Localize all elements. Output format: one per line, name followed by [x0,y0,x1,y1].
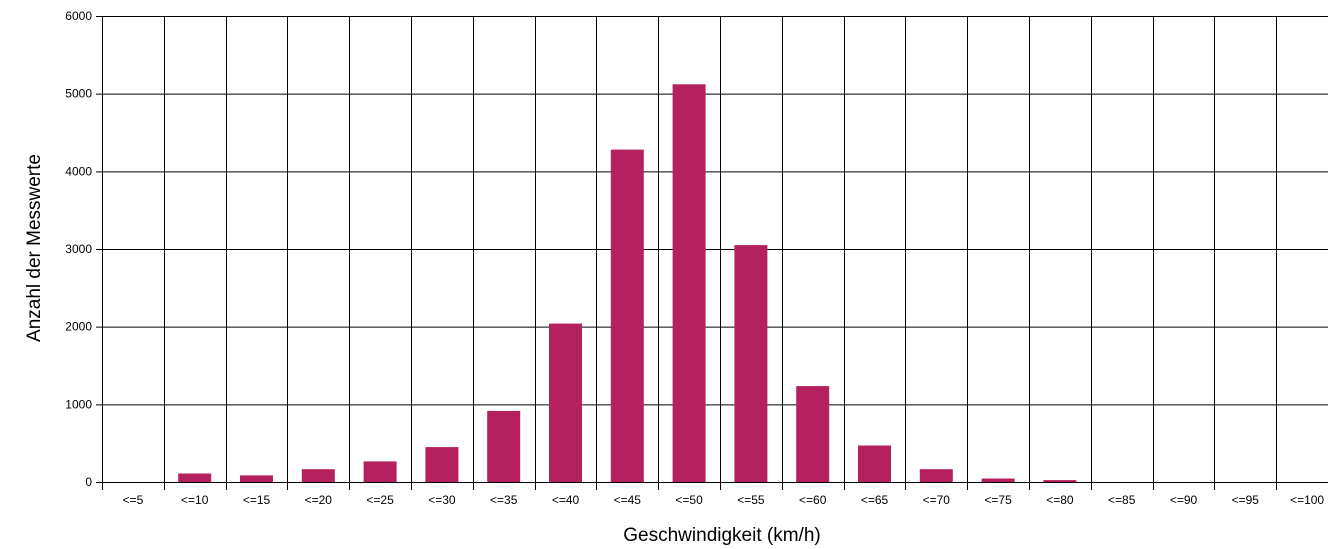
x-tick-label: <=60 [799,493,827,507]
x-tick-label: <=30 [428,493,456,507]
bar [549,323,582,482]
bar [981,478,1015,482]
x-tick-label: <=90 [1170,493,1198,507]
y-tick-label: 3000 [65,242,92,256]
bar [178,473,212,482]
x-tick-label: <=75 [984,493,1012,507]
x-tick-label: <=80 [1046,493,1074,507]
x-tick-label: <=65 [861,493,889,507]
x-tick-label: <=35 [490,493,518,507]
x-tick-label: <=5 [123,493,144,507]
x-tick-label: <=50 [675,493,703,507]
y-tick-labels: 0 1000 2000 3000 4000 5000 6000 [65,9,92,489]
x-tick-label: <=85 [1108,493,1136,507]
y-tick-label: 0 [85,475,92,489]
x-tick-label: <=55 [737,493,765,507]
bar [672,84,706,483]
x-axis-title: Geschwindigkeit (km/h) [623,525,820,546]
x-tick-label: <=95 [1232,493,1260,507]
x-tick-label: <=100 [1290,493,1324,507]
x-tick-label: <=10 [181,493,209,507]
bar [240,475,273,482]
bar [919,469,953,482]
x-tick-labels: <=5 <=10 <=15 <=20 <=25 <=30 <=35 <=40 <=45 <=50 <… [123,493,1325,507]
y-tick-label: 1000 [65,397,92,411]
x-tick-label: <=70 [923,493,951,507]
y-axis-title: Anzahl der Messwerte [24,154,45,342]
bar [363,461,397,482]
y-tick-label: 5000 [65,87,92,101]
y-tick-label: 2000 [65,320,92,334]
x-tick-label: <=40 [552,493,580,507]
bar [734,245,768,482]
y-tick-label: 6000 [65,9,92,23]
bar [796,386,830,482]
bar [425,447,459,482]
x-tick-label: <=20 [305,493,333,507]
bars [178,84,1077,483]
y-tick-label: 4000 [65,164,92,178]
bar [858,445,891,482]
grid-lines [96,16,1328,490]
x-tick-label: <=45 [614,493,642,507]
x-tick-label: <=15 [243,493,271,507]
bar [487,410,521,482]
bar [301,469,335,482]
bar [1043,480,1077,482]
x-tick-label: <=25 [366,493,394,507]
bar [610,149,644,482]
